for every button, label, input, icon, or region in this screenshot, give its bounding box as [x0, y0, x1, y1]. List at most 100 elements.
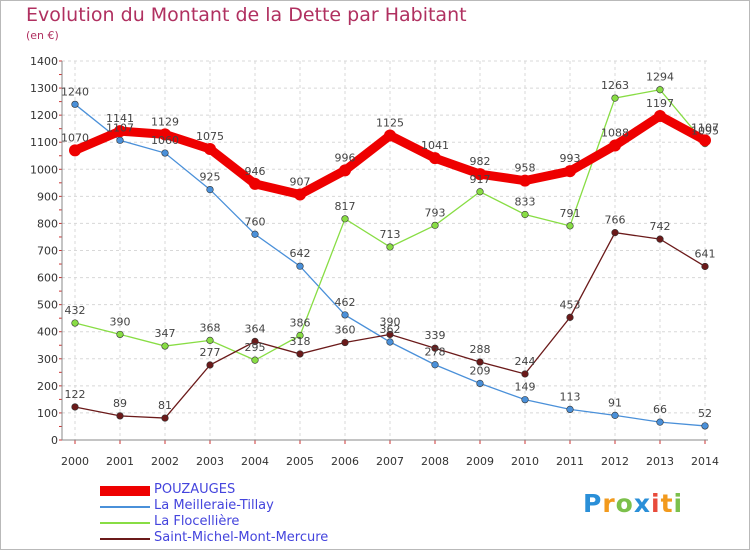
data-label: 91 — [608, 396, 622, 409]
y-tick-label: 300 — [37, 353, 58, 366]
y-tick-label: 1000 — [30, 163, 58, 176]
data-label: 1095 — [691, 125, 719, 138]
data-label: 1240 — [61, 85, 89, 98]
data-point — [701, 422, 709, 430]
data-label: 1070 — [61, 131, 89, 144]
legend: POUZAUGES La Meilleraie-Tillay La Flocelli… — [100, 482, 400, 547]
x-tick-label: 2002 — [151, 455, 179, 468]
x-tick-label: 2011 — [556, 455, 584, 468]
data-label: 288 — [470, 343, 491, 356]
y-tick-label: 400 — [37, 326, 58, 339]
x-tick-label: 2001 — [106, 455, 134, 468]
logo-letter: x — [633, 489, 651, 518]
data-label: 1141 — [106, 112, 134, 125]
data-point — [386, 243, 394, 251]
data-label: 278 — [425, 346, 446, 359]
data-label: 122 — [65, 388, 86, 401]
data-point — [71, 403, 79, 411]
data-point — [654, 109, 666, 122]
data-label: 917 — [470, 173, 491, 186]
data-point — [116, 330, 124, 339]
x-tick-label: 2010 — [511, 455, 539, 468]
data-label: 113 — [560, 390, 581, 403]
data-label: 209 — [470, 364, 491, 377]
data-point — [431, 361, 439, 369]
data-point — [429, 152, 441, 165]
grid — [62, 60, 708, 441]
data-label: 742 — [650, 220, 671, 233]
legend-item: La Flocellière — [100, 514, 400, 531]
data-point — [249, 177, 261, 190]
y-tick-label: 200 — [37, 380, 58, 393]
y-tick-label: 1200 — [30, 109, 58, 122]
x-tick-label: 2006 — [331, 455, 359, 468]
data-point — [339, 164, 351, 177]
data-label: 1263 — [601, 79, 629, 92]
data-label: 760 — [245, 215, 266, 228]
data-point — [611, 229, 619, 237]
logo-letter: t — [660, 489, 674, 518]
data-point — [431, 221, 439, 229]
legend-label: La Flocellière — [154, 514, 240, 529]
y-tick-label: 1300 — [30, 82, 58, 95]
data-label: 295 — [245, 341, 266, 354]
data-label: 1107 — [106, 121, 134, 134]
data-label: 390 — [110, 315, 131, 328]
data-point — [251, 337, 259, 346]
data-point — [609, 139, 621, 152]
data-label: 958 — [515, 162, 536, 175]
data-point — [296, 331, 304, 340]
proxiti-logo: Proxiti — [583, 489, 683, 518]
data-label: 833 — [515, 195, 536, 208]
legend-label: Saint-Michel-Mont-Mercure — [154, 530, 329, 545]
data-point — [566, 222, 574, 230]
x-tick-label: 2013 — [646, 455, 674, 468]
legend-swatch — [100, 506, 150, 508]
data-label: 1107 — [691, 121, 719, 134]
data-label: 766 — [605, 214, 626, 227]
data-label: 277 — [200, 346, 221, 359]
data-point — [161, 149, 169, 157]
x-tick-label: 2003 — [196, 455, 224, 468]
data-point — [476, 379, 484, 388]
data-point — [296, 350, 304, 358]
data-label: 642 — [290, 247, 311, 260]
data-point — [431, 344, 439, 352]
data-point — [71, 319, 79, 327]
data-label: 89 — [113, 397, 127, 410]
legend-label: La Meilleraie-Tillay — [154, 498, 274, 513]
y-tick-label: 1100 — [30, 136, 58, 149]
data-point — [521, 210, 529, 219]
data-point — [611, 94, 619, 102]
legend-swatch — [100, 522, 150, 524]
series-group — [69, 86, 711, 430]
data-label: 364 — [245, 322, 266, 335]
data-point — [116, 412, 124, 420]
data-point — [521, 370, 529, 378]
data-point — [476, 188, 484, 196]
x-tick-label: 2004 — [241, 455, 269, 468]
data-point — [206, 361, 214, 369]
y-tick-label: 100 — [37, 407, 58, 420]
data-point — [386, 330, 394, 339]
data-label: 791 — [560, 207, 581, 220]
data-label: 1197 — [646, 97, 674, 110]
data-label: 1125 — [376, 116, 404, 129]
data-point — [699, 134, 711, 147]
logo-letter: r — [602, 489, 616, 518]
y-tick-label: 800 — [37, 217, 58, 230]
data-label: 946 — [245, 165, 266, 178]
data-label: 793 — [425, 206, 446, 219]
data-point — [251, 230, 259, 238]
data-point — [159, 128, 171, 141]
logo-letter: i — [651, 489, 661, 518]
legend-item: POUZAUGES — [100, 482, 400, 499]
y-tick-label: 900 — [37, 190, 58, 203]
data-point — [206, 336, 214, 344]
data-point — [71, 100, 79, 108]
data-point — [656, 235, 664, 243]
data-label: 713 — [380, 228, 401, 241]
data-point — [161, 342, 169, 350]
data-label: 390 — [380, 315, 401, 328]
